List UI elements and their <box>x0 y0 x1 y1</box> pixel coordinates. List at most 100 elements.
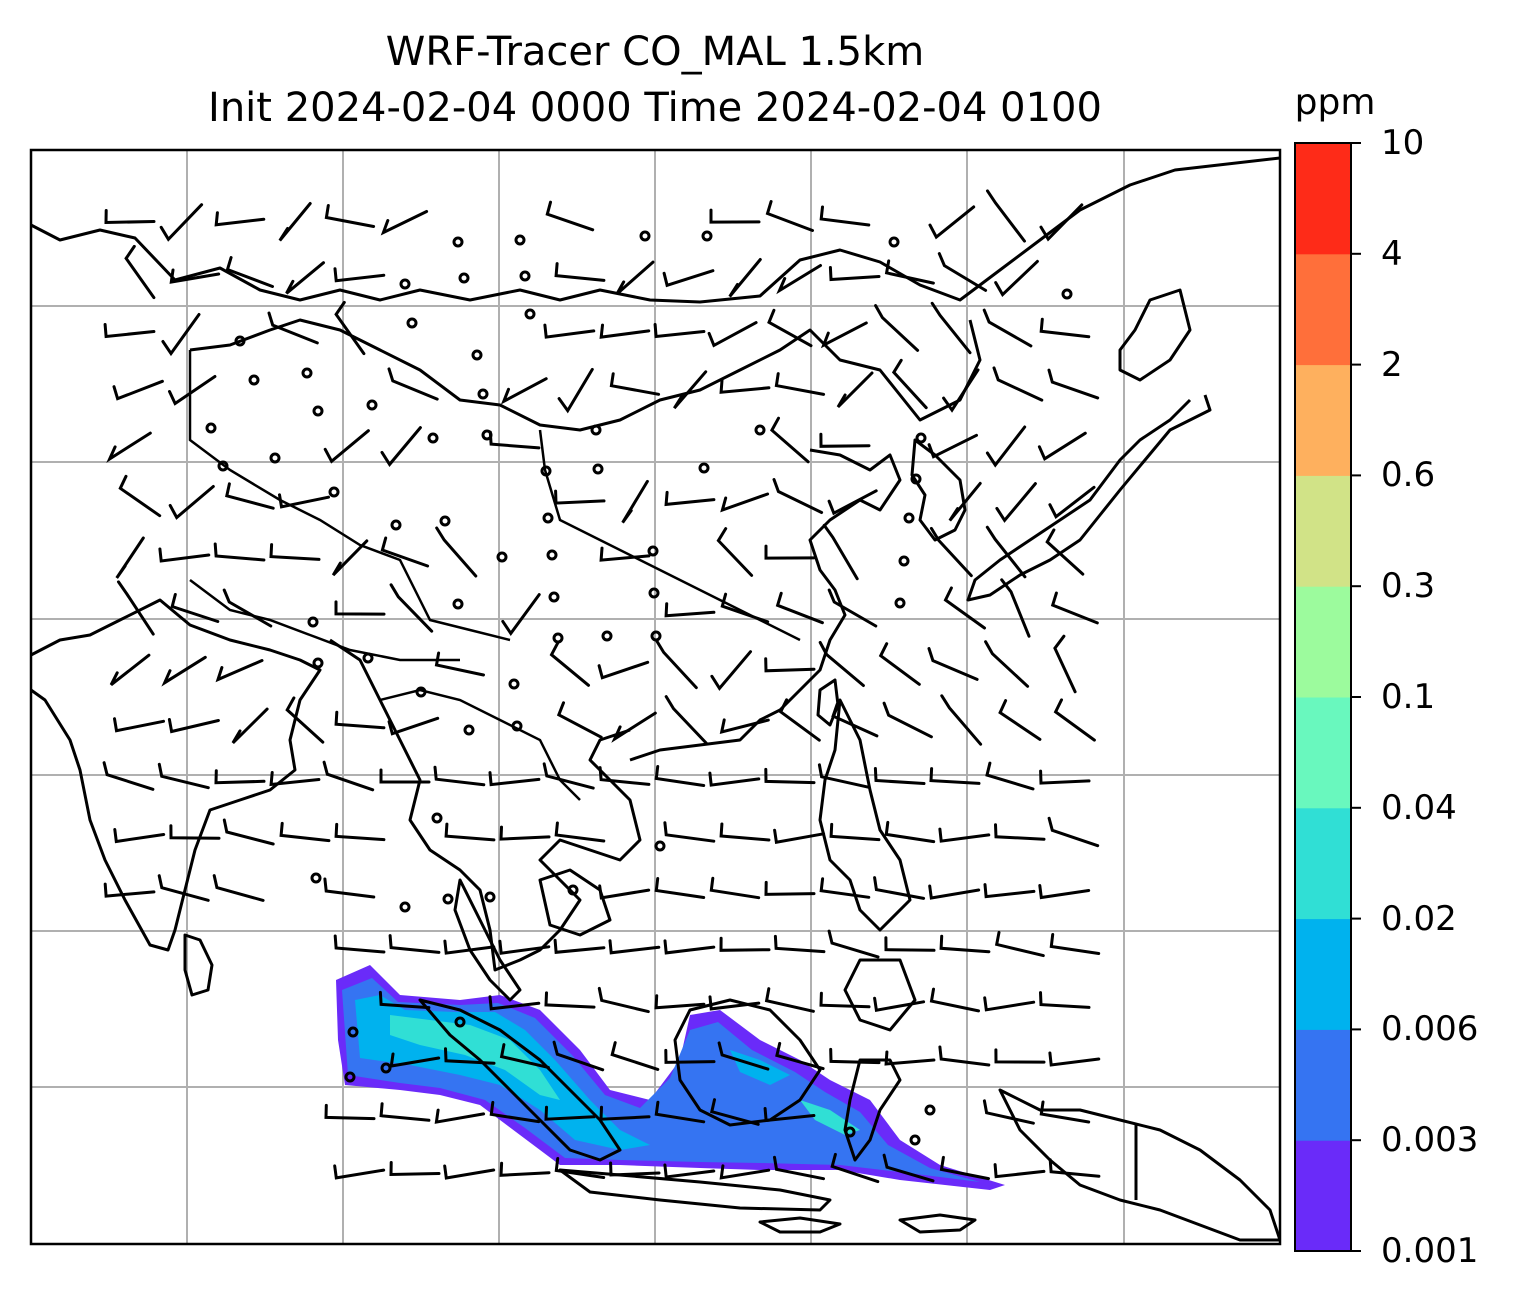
calm-wind-marker <box>592 463 604 475</box>
wind-barb <box>608 939 661 955</box>
wind-barb <box>943 586 986 630</box>
wind-barb <box>1048 1158 1101 1178</box>
wind-barb <box>819 205 871 227</box>
wind-barb <box>169 268 221 284</box>
wind-barb <box>927 647 979 681</box>
colorbar-tick-label: 2 <box>1381 344 1403 385</box>
wind-barb <box>501 593 541 637</box>
wind-barb <box>597 660 650 680</box>
wind-barb <box>323 429 370 464</box>
wind-barb <box>444 1047 496 1065</box>
wind-barb <box>654 877 706 899</box>
calm-wind-marker <box>496 551 508 563</box>
calm-wind-marker <box>540 465 552 477</box>
wind-barb <box>554 821 606 843</box>
wind-barb <box>168 375 217 406</box>
calm-wind-marker <box>269 452 281 464</box>
wind-barb <box>654 994 706 1010</box>
wind-barb <box>545 200 595 232</box>
wind-barb <box>986 189 1026 243</box>
wind-barb <box>770 416 810 464</box>
wind-barb <box>102 761 155 791</box>
wind-barb <box>1049 933 1101 955</box>
wind-barb <box>488 771 541 787</box>
wind-barb <box>113 828 166 844</box>
colorbar-segment <box>1295 253 1351 366</box>
wind-barb <box>109 653 151 686</box>
wind-barb <box>720 592 770 624</box>
calm-wind-marker <box>463 724 475 736</box>
wind-barb <box>708 995 761 1011</box>
colorbar-tick-label: 0.02 <box>1381 898 1457 939</box>
wind-barb <box>598 884 651 900</box>
calm-wind-marker <box>471 349 483 361</box>
calm-wind-marker <box>454 1016 466 1028</box>
wind-barb <box>998 699 1042 741</box>
colorbar <box>1295 142 1361 1252</box>
calm-wind-marker <box>406 317 418 329</box>
wind-barb <box>654 1100 706 1124</box>
wind-barb <box>827 489 878 516</box>
wind-barb <box>938 1045 991 1067</box>
coastlines <box>31 156 1280 1242</box>
wind-barb <box>549 641 590 687</box>
wind-barb <box>161 655 207 687</box>
wind-barb <box>654 765 706 787</box>
wind-barb <box>103 323 156 339</box>
wind-barb <box>985 425 1027 468</box>
wind-barb <box>775 591 824 625</box>
wind-barb <box>985 525 1027 579</box>
wind-barb <box>709 876 761 900</box>
wind-barb <box>710 1098 760 1126</box>
wind-barb <box>1047 816 1100 848</box>
wind-barb <box>829 822 881 842</box>
calm-wind-marker <box>328 486 340 498</box>
wind-barb <box>891 358 928 410</box>
calm-wind-marker <box>1061 288 1073 300</box>
calm-wind-marker <box>399 278 411 290</box>
wind-barb <box>827 588 878 628</box>
calm-wind-marker <box>217 460 229 472</box>
wind-barb <box>387 367 439 401</box>
wind-barb <box>982 308 1033 348</box>
wind-barb <box>444 822 496 842</box>
wind-barb <box>663 939 716 955</box>
calm-wind-marker <box>909 1134 921 1146</box>
wind-barb <box>115 536 145 579</box>
wind-barb <box>983 883 1036 899</box>
gridlines <box>31 150 1280 1244</box>
wind-barb <box>728 258 762 298</box>
colorbar-segment <box>1295 586 1351 698</box>
wind-barb <box>278 493 330 509</box>
wind-barb <box>873 767 926 785</box>
colorbar-segment <box>1295 1029 1351 1141</box>
wind-barb <box>716 527 754 577</box>
wind-barb <box>334 822 386 842</box>
wind-barbs <box>102 189 1101 1184</box>
wind-barb <box>884 936 936 952</box>
calm-wind-marker <box>754 424 766 436</box>
wind-barb <box>267 311 319 345</box>
wind-barb <box>927 433 978 459</box>
calm-wind-marker <box>347 1026 359 1038</box>
wind-barb <box>929 526 973 578</box>
calm-wind-marker <box>415 686 427 698</box>
calm-wind-marker <box>542 512 554 524</box>
calm-wind-marker <box>924 1104 936 1116</box>
colorbar-segment <box>1295 143 1351 255</box>
wind-barb <box>828 266 881 282</box>
wind-barb <box>708 771 761 787</box>
wind-barb <box>389 1052 441 1068</box>
wind-barb <box>433 765 486 787</box>
wind-barb <box>167 718 220 734</box>
wind-barb <box>995 482 1037 523</box>
calm-wind-marker <box>910 473 922 485</box>
wind-barb <box>764 544 816 560</box>
colorbar-tick-label: 0.001 <box>1381 1231 1479 1271</box>
map-panel <box>31 150 1280 1244</box>
colorbar-segment <box>1295 918 1351 1030</box>
wind-barb <box>322 760 375 792</box>
wind-barb <box>379 1102 431 1122</box>
wind-barb <box>285 696 325 744</box>
calm-wind-marker <box>310 872 322 884</box>
